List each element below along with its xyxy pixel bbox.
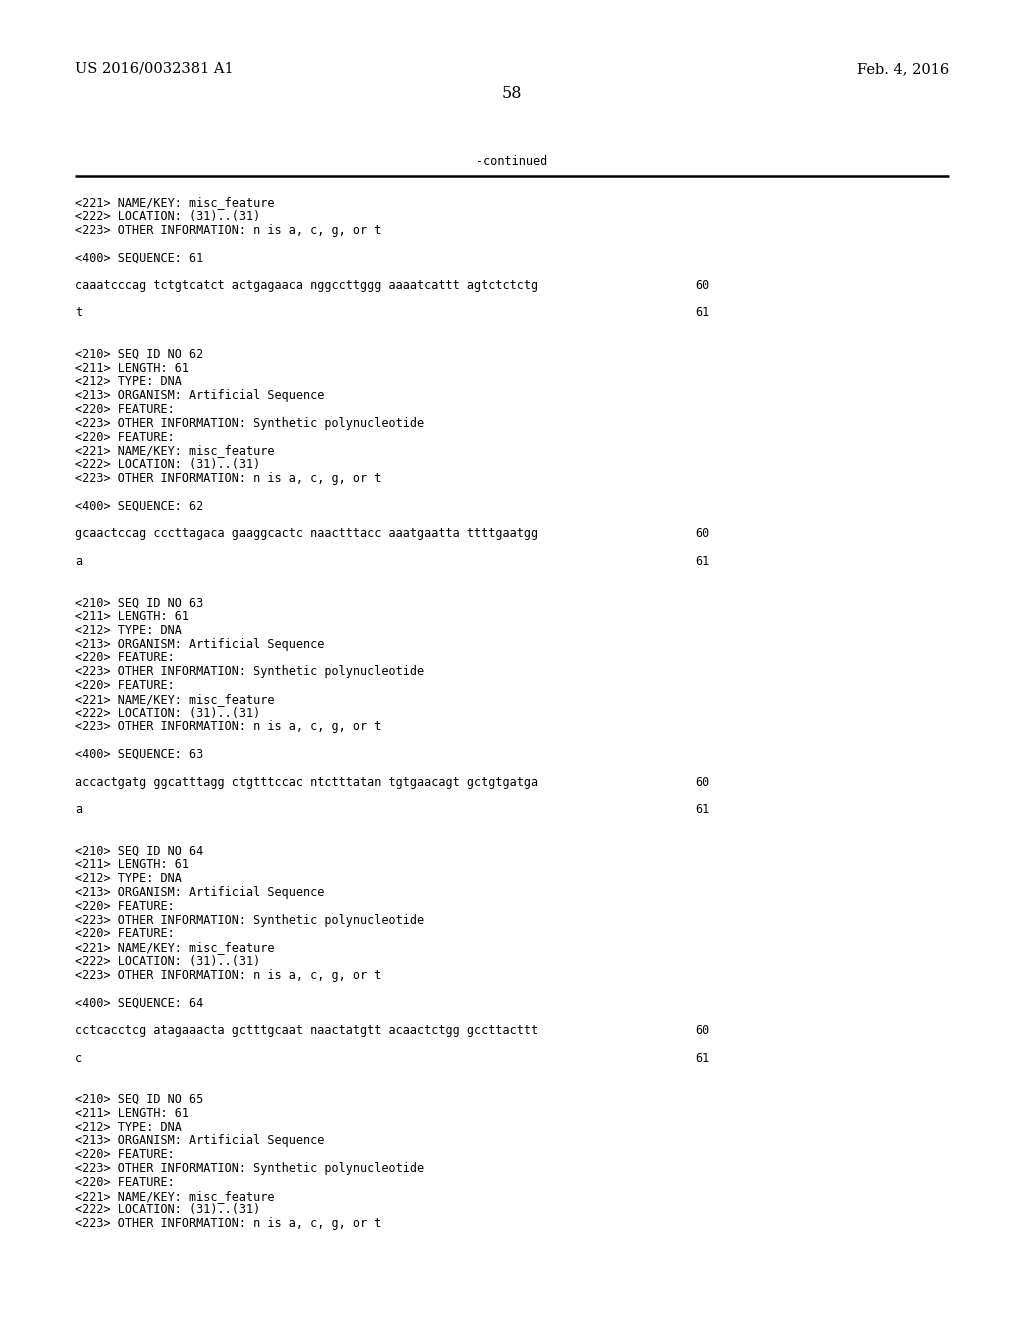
Text: <210> SEQ ID NO 62: <210> SEQ ID NO 62	[75, 347, 203, 360]
Text: US 2016/0032381 A1: US 2016/0032381 A1	[75, 62, 233, 77]
Text: cctcacctcg atagaaacta gctttgcaat naactatgtt acaactctgg gccttacttt: cctcacctcg atagaaacta gctttgcaat naactat…	[75, 1024, 539, 1038]
Text: a: a	[75, 554, 82, 568]
Text: <212> TYPE: DNA: <212> TYPE: DNA	[75, 624, 182, 636]
Text: gcaactccag cccttagaca gaaggcactc naactttacc aaatgaatta ttttgaatgg: gcaactccag cccttagaca gaaggcactc naacttt…	[75, 527, 539, 540]
Text: <222> LOCATION: (31)..(31): <222> LOCATION: (31)..(31)	[75, 1204, 260, 1217]
Text: c: c	[75, 1052, 82, 1065]
Text: <400> SEQUENCE: 61: <400> SEQUENCE: 61	[75, 251, 203, 264]
Text: <223> OTHER INFORMATION: Synthetic polynucleotide: <223> OTHER INFORMATION: Synthetic polyn…	[75, 665, 424, 678]
Text: t: t	[75, 306, 82, 319]
Text: <221> NAME/KEY: misc_feature: <221> NAME/KEY: misc_feature	[75, 445, 274, 458]
Text: 61: 61	[695, 803, 710, 816]
Text: 61: 61	[695, 1052, 710, 1065]
Text: <400> SEQUENCE: 63: <400> SEQUENCE: 63	[75, 748, 203, 762]
Text: caaatcccag tctgtcatct actgagaaca nggccttggg aaaatcattt agtctctctg: caaatcccag tctgtcatct actgagaaca nggcctt…	[75, 279, 539, 292]
Text: a: a	[75, 803, 82, 816]
Text: <220> FEATURE:: <220> FEATURE:	[75, 430, 175, 444]
Text: <211> LENGTH: 61: <211> LENGTH: 61	[75, 362, 189, 375]
Text: <221> NAME/KEY: misc_feature: <221> NAME/KEY: misc_feature	[75, 693, 274, 706]
Text: 60: 60	[695, 527, 710, 540]
Text: <213> ORGANISM: Artificial Sequence: <213> ORGANISM: Artificial Sequence	[75, 638, 325, 651]
Text: <223> OTHER INFORMATION: n is a, c, g, or t: <223> OTHER INFORMATION: n is a, c, g, o…	[75, 473, 381, 484]
Text: <211> LENGTH: 61: <211> LENGTH: 61	[75, 1106, 189, 1119]
Text: <210> SEQ ID NO 65: <210> SEQ ID NO 65	[75, 1093, 203, 1106]
Text: <221> NAME/KEY: misc_feature: <221> NAME/KEY: misc_feature	[75, 1189, 274, 1203]
Text: <400> SEQUENCE: 64: <400> SEQUENCE: 64	[75, 997, 203, 1010]
Text: <213> ORGANISM: Artificial Sequence: <213> ORGANISM: Artificial Sequence	[75, 1134, 325, 1147]
Text: accactgatg ggcatttagg ctgtttccac ntctttatan tgtgaacagt gctgtgatga: accactgatg ggcatttagg ctgtttccac ntcttta…	[75, 776, 539, 788]
Text: <400> SEQUENCE: 62: <400> SEQUENCE: 62	[75, 499, 203, 512]
Text: <213> ORGANISM: Artificial Sequence: <213> ORGANISM: Artificial Sequence	[75, 886, 325, 899]
Text: <220> FEATURE:: <220> FEATURE:	[75, 678, 175, 692]
Text: <223> OTHER INFORMATION: Synthetic polynucleotide: <223> OTHER INFORMATION: Synthetic polyn…	[75, 417, 424, 430]
Text: -continued: -continued	[476, 154, 548, 168]
Text: <220> FEATURE:: <220> FEATURE:	[75, 1148, 175, 1162]
Text: <222> LOCATION: (31)..(31): <222> LOCATION: (31)..(31)	[75, 706, 260, 719]
Text: <221> NAME/KEY: misc_feature: <221> NAME/KEY: misc_feature	[75, 941, 274, 954]
Text: <213> ORGANISM: Artificial Sequence: <213> ORGANISM: Artificial Sequence	[75, 389, 325, 403]
Text: <220> FEATURE:: <220> FEATURE:	[75, 403, 175, 416]
Text: <220> FEATURE:: <220> FEATURE:	[75, 651, 175, 664]
Text: <220> FEATURE:: <220> FEATURE:	[75, 928, 175, 940]
Text: 60: 60	[695, 279, 710, 292]
Text: <223> OTHER INFORMATION: n is a, c, g, or t: <223> OTHER INFORMATION: n is a, c, g, o…	[75, 1217, 381, 1230]
Text: <221> NAME/KEY: misc_feature: <221> NAME/KEY: misc_feature	[75, 195, 274, 209]
Text: <222> LOCATION: (31)..(31): <222> LOCATION: (31)..(31)	[75, 458, 260, 471]
Text: 58: 58	[502, 84, 522, 102]
Text: <212> TYPE: DNA: <212> TYPE: DNA	[75, 375, 182, 388]
Text: Feb. 4, 2016: Feb. 4, 2016	[857, 62, 949, 77]
Text: <210> SEQ ID NO 63: <210> SEQ ID NO 63	[75, 597, 203, 610]
Text: <220> FEATURE:: <220> FEATURE:	[75, 900, 175, 913]
Text: 60: 60	[695, 776, 710, 788]
Text: <223> OTHER INFORMATION: n is a, c, g, or t: <223> OTHER INFORMATION: n is a, c, g, o…	[75, 223, 381, 236]
Text: <223> OTHER INFORMATION: n is a, c, g, or t: <223> OTHER INFORMATION: n is a, c, g, o…	[75, 721, 381, 734]
Text: <212> TYPE: DNA: <212> TYPE: DNA	[75, 873, 182, 886]
Text: 61: 61	[695, 554, 710, 568]
Text: 60: 60	[695, 1024, 710, 1038]
Text: <223> OTHER INFORMATION: Synthetic polynucleotide: <223> OTHER INFORMATION: Synthetic polyn…	[75, 913, 424, 927]
Text: <211> LENGTH: 61: <211> LENGTH: 61	[75, 610, 189, 623]
Text: <212> TYPE: DNA: <212> TYPE: DNA	[75, 1121, 182, 1134]
Text: <223> OTHER INFORMATION: Synthetic polynucleotide: <223> OTHER INFORMATION: Synthetic polyn…	[75, 1162, 424, 1175]
Text: <223> OTHER INFORMATION: n is a, c, g, or t: <223> OTHER INFORMATION: n is a, c, g, o…	[75, 969, 381, 982]
Text: <210> SEQ ID NO 64: <210> SEQ ID NO 64	[75, 845, 203, 858]
Text: <222> LOCATION: (31)..(31): <222> LOCATION: (31)..(31)	[75, 210, 260, 223]
Text: <220> FEATURE:: <220> FEATURE:	[75, 1176, 175, 1189]
Text: <211> LENGTH: 61: <211> LENGTH: 61	[75, 858, 189, 871]
Text: <222> LOCATION: (31)..(31): <222> LOCATION: (31)..(31)	[75, 954, 260, 968]
Text: 61: 61	[695, 306, 710, 319]
